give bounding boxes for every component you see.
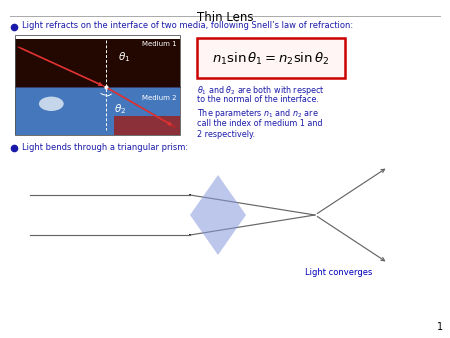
Bar <box>15 35 180 135</box>
Bar <box>189 194 191 196</box>
Text: $\theta_2$: $\theta_2$ <box>114 102 126 116</box>
Text: call the index of medium 1 and: call the index of medium 1 and <box>197 119 323 127</box>
Text: Medium 1: Medium 1 <box>142 41 177 47</box>
Text: $n_1\sin\theta_1 = n_2\sin\theta_2$: $n_1\sin\theta_1 = n_2\sin\theta_2$ <box>212 51 329 67</box>
Bar <box>15 39 180 87</box>
Text: Thin Lens: Thin Lens <box>197 11 253 24</box>
Text: Light bends through a triangular prism:: Light bends through a triangular prism: <box>22 143 188 151</box>
Bar <box>114 116 180 135</box>
Text: $\theta_1$ and $\theta_2$ are both with respect: $\theta_1$ and $\theta_2$ are both with … <box>197 84 325 97</box>
Text: Light refracts on the interface of two media, following Snell’s law of refractio: Light refracts on the interface of two m… <box>22 22 353 30</box>
Text: to the normal of the interface.: to the normal of the interface. <box>197 96 319 104</box>
Text: The parameters $n_1$ and $n_2$ are: The parameters $n_1$ and $n_2$ are <box>197 107 319 120</box>
Bar <box>15 66 180 87</box>
FancyBboxPatch shape <box>197 38 345 78</box>
Polygon shape <box>190 175 246 255</box>
Text: 1: 1 <box>437 322 443 332</box>
Text: Light converges: Light converges <box>305 268 373 277</box>
Ellipse shape <box>39 97 64 111</box>
Bar <box>189 234 191 236</box>
Bar <box>15 83 180 135</box>
Text: $\theta_1$: $\theta_1$ <box>118 50 130 64</box>
Text: Medium 2: Medium 2 <box>143 95 177 101</box>
Text: 2 respectively.: 2 respectively. <box>197 130 255 139</box>
